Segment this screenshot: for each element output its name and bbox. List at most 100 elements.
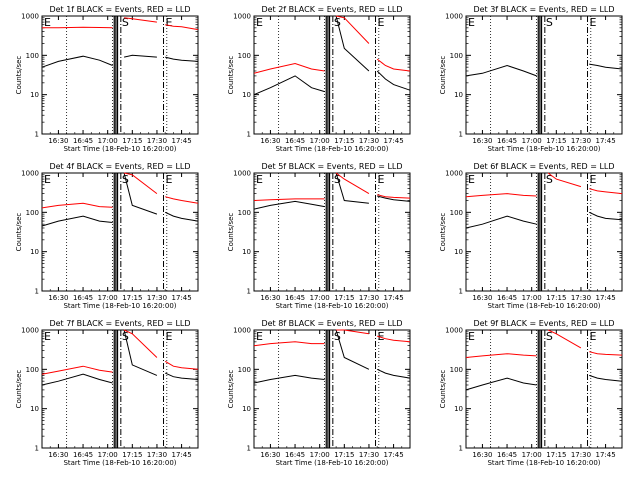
flag-label: E [590,16,597,29]
x-tick-label: 16:30 [260,451,280,459]
y-tick-label: 100 [238,209,251,217]
flag-label: E [378,330,385,343]
y-tick-label: 1000 [21,13,39,21]
x-tick-label: 17:30 [147,137,167,145]
y-tick-label: 10 [30,405,39,413]
x-tick-label: 17:45 [595,294,615,302]
plot-frame [41,329,199,449]
series-line-lld [465,172,623,198]
x-tick-label: 16:45 [73,294,93,302]
flag-label: S [546,16,553,29]
x-tick-label: 17:00 [522,137,542,145]
series-line-lld [465,329,623,358]
x-axis-label: Start Time (18-Feb-10 16:20:00) [487,302,600,310]
x-axis-label: Start Time (18-Feb-10 16:20:00) [275,145,388,153]
x-tick-label: 17:00 [310,451,330,459]
plot-frame [253,329,411,449]
series-line-lld [253,172,411,201]
series-line-events [41,54,199,68]
y-axis-label: Counts/sec [15,56,23,95]
x-tick-label: 16:30 [472,294,492,302]
plot-frame [41,172,199,292]
x-tick-label: 16:45 [285,137,305,145]
y-tick-label: 1 [35,445,39,453]
flag-label: E [468,330,475,343]
flag-label: E [468,173,475,186]
x-tick-label: 16:45 [285,451,305,459]
y-axis-label: Counts/sec [15,370,23,409]
y-axis-label: Counts/sec [439,213,447,252]
y-axis-label: Counts/sec [15,213,23,252]
x-tick-label: 17:15 [122,137,142,145]
x-tick-label: 17:30 [571,137,591,145]
flag-label: E [166,330,173,343]
x-tick-label: 17:45 [171,451,191,459]
x-tick-label: 16:30 [472,451,492,459]
series-line-events [41,329,199,386]
x-axis-label: Start Time (18-Feb-10 16:20:00) [63,302,176,310]
x-tick-label: 16:30 [48,137,68,145]
x-axis-label: Start Time (18-Feb-10 16:20:00) [275,302,388,310]
x-tick-label: 17:45 [171,137,191,145]
y-tick-label: 1 [35,131,39,139]
panel-title: Det 8f BLACK = Events, RED = LLD [261,319,402,328]
x-tick-label: 17:15 [122,451,142,459]
x-tick-label: 16:30 [472,137,492,145]
plot-frame [253,15,411,135]
series-line-events [465,374,623,391]
y-tick-label: 10 [30,91,39,99]
panel-title: Det 9f BLACK = Events, RED = LLD [473,319,614,328]
y-tick-label: 1 [459,288,463,296]
x-tick-label: 16:45 [497,451,517,459]
x-tick-label: 17:30 [359,294,379,302]
series-line-events [465,63,623,77]
panel-title: Det 2f BLACK = Events, RED = LLD [261,5,402,14]
x-tick-label: 16:45 [73,137,93,145]
x-tick-label: 16:45 [285,294,305,302]
series-line-lld [41,172,199,209]
y-tick-label: 10 [454,91,463,99]
flag-label: E [44,173,51,186]
y-tick-label: 100 [26,366,39,374]
panel-title: Det 5f BLACK = Events, RED = LLD [261,162,402,171]
panel-title: Det 3f BLACK = Events, RED = LLD [473,5,614,14]
y-tick-label: 1000 [445,170,463,178]
y-tick-label: 10 [454,248,463,256]
flag-label: E [44,16,51,29]
y-tick-label: 1 [459,131,463,139]
x-tick-label: 17:15 [546,451,566,459]
flag-label: E [378,16,385,29]
x-tick-label: 16:30 [260,294,280,302]
flag-label: S [546,330,553,343]
x-tick-label: 17:15 [122,294,142,302]
x-tick-label: 16:30 [48,294,68,302]
panel-2: Det 2f BLACK = Events, RED = LLD 1 10 100 10… [227,5,411,153]
panel-title: Det 1f BLACK = Events, RED = LLD [49,5,190,14]
series-line-events [41,172,199,227]
y-tick-label: 10 [242,405,251,413]
y-tick-label: 1 [35,288,39,296]
panel-title: Det 4f BLACK = Events, RED = LLD [49,162,190,171]
x-tick-label: 16:45 [497,137,517,145]
y-tick-label: 1000 [445,327,463,335]
flag-label: E [590,330,597,343]
x-tick-label: 17:30 [571,294,591,302]
x-tick-label: 16:30 [260,137,280,145]
y-axis-label: Counts/sec [227,56,235,95]
flag-label: E [378,173,385,186]
x-tick-label: 17:45 [595,137,615,145]
x-tick-label: 17:00 [98,294,118,302]
series-line-lld [42,17,199,31]
y-tick-label: 1 [247,288,251,296]
x-tick-label: 17:15 [546,137,566,145]
y-tick-label: 1000 [21,170,39,178]
panel-3: Det 3f BLACK = Events, RED = LLD 1 10 100 10… [439,5,623,153]
y-tick-label: 100 [26,52,39,60]
y-axis-label: Counts/sec [439,56,447,95]
series-line-events [253,15,411,96]
y-tick-label: 1 [247,445,251,453]
x-tick-label: 17:30 [147,294,167,302]
x-tick-label: 17:45 [383,451,403,459]
y-axis-label: Counts/sec [227,213,235,252]
